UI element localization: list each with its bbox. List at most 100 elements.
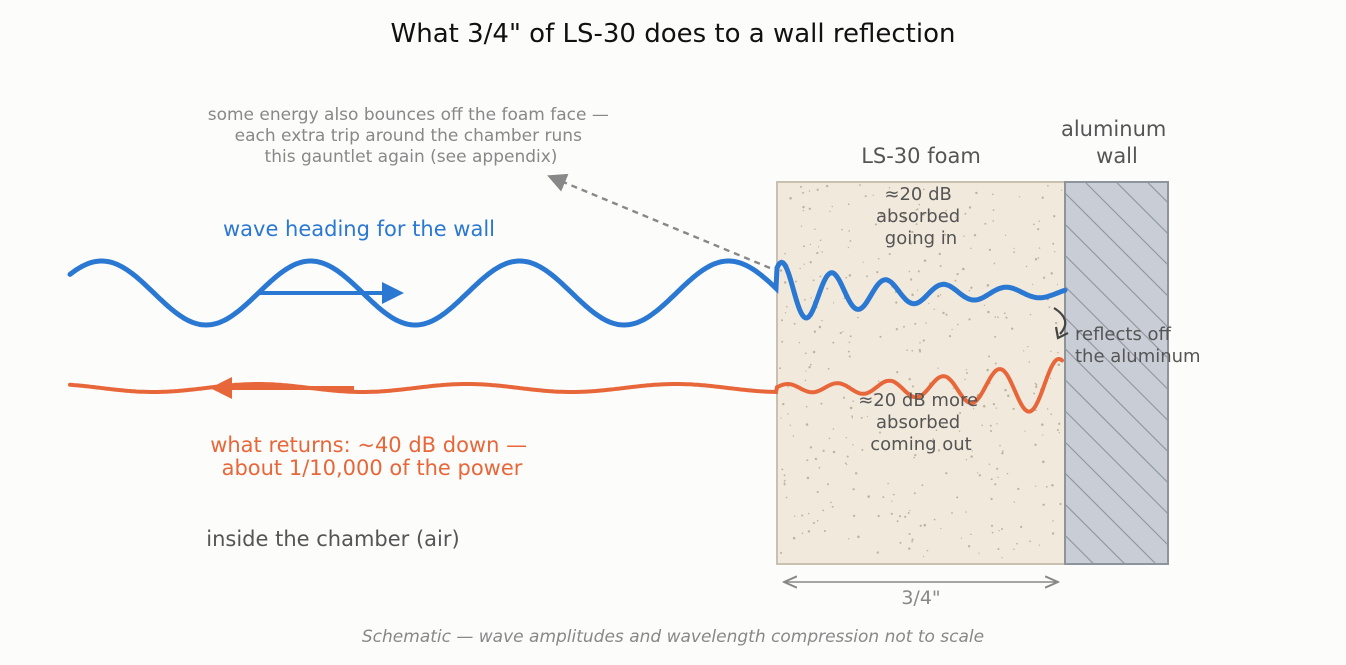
foam-speck xyxy=(923,523,927,527)
foam-speck xyxy=(801,514,804,517)
foam-speck xyxy=(1058,431,1061,434)
foam-speck xyxy=(1042,503,1045,507)
foam-speck xyxy=(978,552,980,554)
foam-speck xyxy=(1060,189,1063,191)
wall-label: aluminum wall xyxy=(1061,117,1173,168)
foam-speck xyxy=(783,474,786,477)
foam-speck xyxy=(967,449,969,451)
foam-speck xyxy=(945,313,948,316)
foam-speck xyxy=(988,248,992,251)
foam-speck xyxy=(914,322,917,325)
foam-speck xyxy=(1045,485,1048,488)
foam-speck xyxy=(903,217,906,220)
foam-speck xyxy=(960,537,963,539)
foam-speck xyxy=(988,355,991,358)
foam-speck xyxy=(988,463,991,466)
foam-speck xyxy=(808,365,811,369)
foam-speck xyxy=(1038,247,1041,249)
foam-speck xyxy=(822,449,825,452)
foam-speck xyxy=(839,331,842,335)
foam-speck xyxy=(892,493,895,496)
foam-speck xyxy=(1027,346,1029,348)
foam-speck xyxy=(779,269,783,272)
foam-speck xyxy=(804,379,807,382)
foam-speck xyxy=(926,549,929,552)
foam-speck xyxy=(965,369,968,371)
foam-speck xyxy=(958,430,961,432)
foam-speck xyxy=(1058,422,1061,425)
foam-speck xyxy=(1051,484,1054,487)
foam-speck xyxy=(802,209,805,212)
foam-speck xyxy=(787,413,789,415)
foam-speck xyxy=(937,294,940,298)
foam-speck xyxy=(996,467,999,470)
foam-speck xyxy=(859,184,861,186)
foam-speck xyxy=(915,209,917,211)
foam-speck xyxy=(1042,460,1045,464)
foam-speck xyxy=(976,472,979,474)
foam-speck xyxy=(970,247,972,250)
foam-speck xyxy=(845,276,848,279)
foam-speck xyxy=(876,270,879,274)
foam-speck xyxy=(1032,283,1034,286)
foam-speck xyxy=(823,529,826,533)
foam-speck xyxy=(1050,413,1053,415)
foam-speck xyxy=(1046,408,1049,410)
foam-speck xyxy=(922,339,925,342)
foam-speck xyxy=(816,251,819,255)
foam-face-bounce-arrow xyxy=(547,173,771,270)
foam-speck xyxy=(919,341,921,344)
foam-speck xyxy=(915,187,917,190)
foam-speck xyxy=(1033,223,1035,226)
foam-speck xyxy=(994,335,997,338)
foam-speck xyxy=(830,501,832,504)
foam-speck xyxy=(805,370,807,372)
foam-speck xyxy=(911,385,914,388)
foam-speck xyxy=(890,512,893,515)
foam-speck xyxy=(793,322,796,325)
foam-speck xyxy=(1001,557,1003,559)
foam-speck xyxy=(816,520,819,522)
foam-speck xyxy=(829,210,831,213)
foam-speck xyxy=(852,444,854,446)
foam-speck xyxy=(846,463,848,466)
foam-speck xyxy=(917,270,920,273)
foam-speck xyxy=(1013,251,1015,253)
foam-speck xyxy=(804,298,806,301)
foam-speck xyxy=(945,209,947,212)
foam-speck xyxy=(1035,409,1037,412)
foam-speck xyxy=(783,479,786,482)
foam-speck xyxy=(1034,257,1038,261)
foam-speck xyxy=(805,423,809,426)
foam-speck xyxy=(908,547,911,550)
foam-speck xyxy=(920,422,923,424)
foam-speck xyxy=(784,252,786,255)
foam-speck xyxy=(987,310,990,314)
absorbed-going-in-label: ≈20 dB absorbed going in xyxy=(876,184,966,249)
foam-speck xyxy=(785,305,788,308)
foam-speck xyxy=(879,431,881,434)
foam-speck xyxy=(847,246,850,249)
diagram-title: What 3/4" of LS-30 does to a wall reflec… xyxy=(391,19,956,49)
foam-speck xyxy=(895,328,898,331)
foam-speck xyxy=(827,367,830,370)
foam-speck xyxy=(921,484,924,487)
foam-speck xyxy=(780,417,782,419)
foam-speck xyxy=(1022,350,1025,352)
foam-speck xyxy=(913,456,915,459)
foam-speck xyxy=(794,515,796,517)
foam-speck xyxy=(896,371,899,374)
foam-speck xyxy=(841,228,843,231)
foam-speck xyxy=(1028,361,1031,363)
foam-speck xyxy=(982,404,986,408)
foam-speck xyxy=(1004,388,1007,392)
foam-speck xyxy=(940,527,942,530)
foam-speck xyxy=(895,439,898,443)
foam-speck xyxy=(956,272,959,276)
foam-speck xyxy=(877,257,880,260)
foam-speck xyxy=(818,466,821,469)
foam-speck xyxy=(948,334,952,338)
incoming-wave xyxy=(67,258,1068,328)
foam-speck xyxy=(1019,525,1023,529)
foam-speck xyxy=(1047,184,1049,187)
